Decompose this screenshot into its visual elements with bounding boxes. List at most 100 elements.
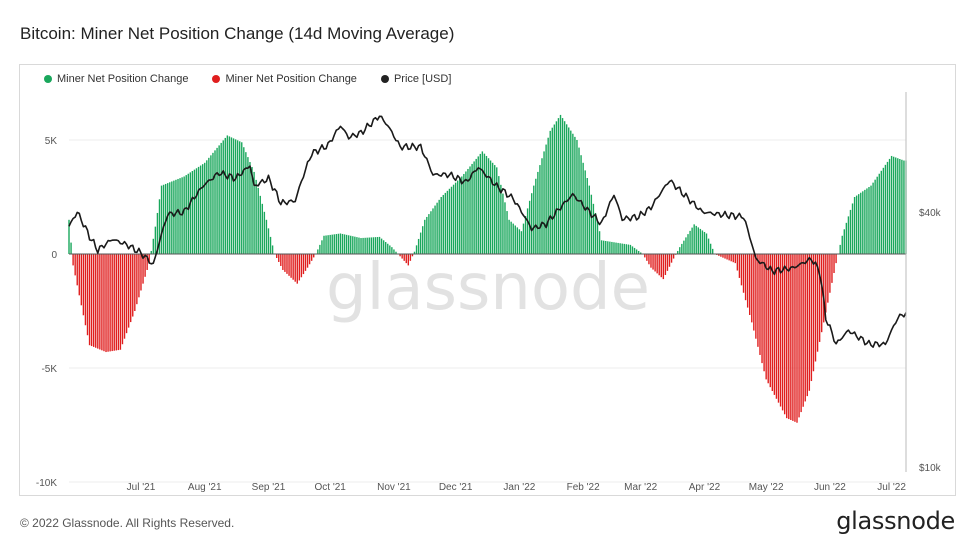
bar-positive (609, 241, 611, 254)
bar-negative (105, 254, 107, 353)
bar-positive (514, 225, 516, 254)
bar-positive (886, 161, 889, 254)
bar-negative (746, 254, 749, 308)
bar-positive (870, 185, 872, 254)
bar-negative (808, 254, 811, 391)
bar-negative (298, 254, 301, 281)
chart-title: Bitcoin: Miner Net Position Change (14d … (20, 24, 455, 43)
bar-positive (839, 244, 841, 254)
legend-item-positive[interactable]: Miner Net Position Change (44, 73, 188, 85)
legend-item-negative[interactable]: Miner Net Position Change (212, 73, 357, 85)
bar-negative (827, 254, 829, 303)
bar-positive (516, 227, 519, 254)
bar-negative (738, 254, 741, 278)
bar-negative (656, 254, 658, 274)
bar-negative (144, 254, 146, 277)
bar-positive (880, 170, 883, 254)
bar-positive (204, 162, 206, 254)
bar-positive (265, 219, 268, 254)
bar-negative (722, 254, 724, 258)
bar-positive (681, 243, 683, 254)
bar-negative (119, 254, 122, 350)
bar-positive (222, 140, 224, 254)
bar-positive (619, 243, 621, 254)
bar-negative (74, 254, 76, 276)
legend-label-negative: Miner Net Position Change (225, 73, 357, 85)
bar-negative (792, 254, 794, 421)
bar-positive (413, 251, 416, 254)
bar-positive (156, 212, 159, 254)
bar-negative (109, 254, 111, 352)
bar-positive (366, 237, 368, 254)
bar-positive (352, 236, 354, 254)
bar-positive (843, 229, 845, 254)
bar-positive (691, 227, 693, 254)
bar-negative (718, 254, 720, 256)
bar-positive (695, 225, 697, 254)
bar-negative (812, 254, 815, 372)
bar-positive (333, 234, 335, 254)
bar-negative (294, 254, 296, 282)
bar-positive (206, 160, 208, 254)
bar-positive (600, 240, 603, 254)
bar-positive (627, 244, 630, 254)
bar-positive (553, 124, 556, 254)
bar-negative (825, 254, 827, 313)
bar-positive (251, 166, 253, 254)
bar-negative (121, 254, 124, 345)
bar-positive (234, 139, 237, 254)
bar-positive (849, 209, 852, 254)
bar-positive (596, 222, 599, 254)
bar-positive (697, 227, 699, 254)
bar-negative (280, 254, 282, 266)
bar-positive (876, 176, 878, 254)
bar-positive (393, 249, 395, 254)
bar-negative (802, 254, 804, 407)
bar-positive (331, 234, 333, 254)
x-tick-label: Dec '21 (439, 482, 473, 493)
bar-positive (629, 244, 632, 254)
bar-positive (559, 114, 562, 254)
bar-positive (598, 231, 601, 254)
bar-positive (487, 158, 490, 254)
bar-positive (339, 233, 342, 254)
bar-negative (771, 254, 774, 392)
bar-positive (524, 216, 527, 254)
bar-positive (171, 181, 173, 254)
bar-positive (588, 185, 590, 254)
legend-dot-price (380, 75, 389, 83)
bar-negative (278, 254, 280, 262)
bar-positive (570, 130, 572, 254)
bar-positive (257, 187, 259, 254)
y-left-tick-label: 0 (51, 250, 57, 261)
bar-negative (405, 254, 407, 264)
bar-negative (97, 254, 99, 349)
bar-positive (350, 235, 352, 254)
bar-positive (158, 199, 161, 254)
bar-positive (197, 166, 200, 254)
bar-positive (236, 140, 239, 254)
bar-positive (483, 153, 486, 254)
bar-positive (382, 240, 385, 254)
bar-positive (502, 193, 504, 254)
bar-negative (734, 254, 737, 264)
bar-negative (736, 254, 739, 271)
legend-item-price[interactable]: Price [USD] (380, 73, 451, 85)
bar-positive (422, 226, 424, 254)
bar-positive (164, 183, 167, 254)
x-tick-label: Sep '21 (252, 482, 286, 493)
bar-positive (327, 235, 329, 254)
bar-negative (403, 254, 405, 261)
bar-negative (783, 254, 786, 415)
bar-positive (210, 155, 212, 254)
bar-positive (224, 137, 226, 254)
bar-positive (586, 178, 588, 254)
chart-frame (19, 64, 956, 496)
bar-positive (216, 147, 218, 254)
bar-positive (438, 199, 440, 254)
bar-positive (450, 186, 453, 254)
x-tick-label: Feb '22 (567, 482, 600, 493)
bar-positive (317, 249, 319, 254)
bar-positive (510, 221, 512, 254)
bar-negative (804, 254, 806, 402)
